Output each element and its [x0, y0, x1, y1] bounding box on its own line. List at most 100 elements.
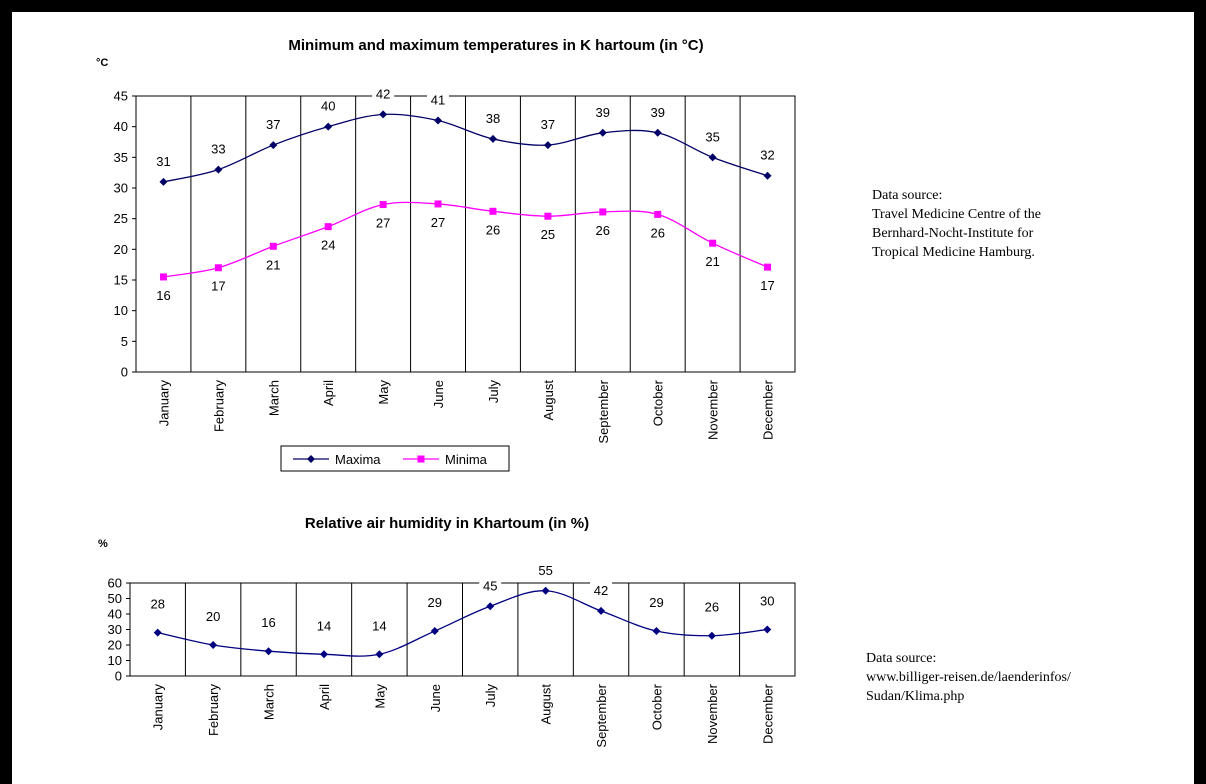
data-point — [159, 273, 167, 281]
data-label: 30 — [760, 594, 774, 609]
data-point — [763, 625, 772, 634]
label-background — [479, 577, 502, 595]
series-line — [157, 590, 768, 657]
y-tick-label: 20 — [114, 242, 128, 257]
series-line — [163, 113, 768, 183]
data-label: 40 — [321, 99, 335, 114]
y-tick-label: 40 — [114, 119, 128, 134]
humidity-source-line: www.billiger-reisen.de/laenderinfos/ — [866, 670, 1071, 685]
data-point — [543, 141, 552, 150]
data-point — [708, 153, 717, 162]
x-tick-label: April — [317, 684, 332, 710]
y-tick-label: 45 — [114, 89, 128, 104]
data-label: 21 — [266, 257, 280, 272]
chart-title: Minimum and maximum temperatures in K ha… — [288, 37, 703, 54]
temperature-data-source: Data source: Travel Medicine Centre of t… — [872, 186, 1041, 262]
label-background — [590, 581, 613, 599]
y-tick-label: 0 — [121, 365, 128, 380]
data-label: 55 — [538, 563, 552, 578]
data-point — [214, 264, 222, 272]
data-point — [488, 134, 497, 143]
chart-title: Relative air humidity in Khartoum (in %) — [305, 515, 589, 532]
data-label: 14 — [317, 618, 331, 633]
y-tick-label: 60 — [108, 576, 122, 591]
data-label: 16 — [156, 288, 170, 303]
data-label: 38 — [486, 111, 500, 126]
data-point — [434, 116, 443, 125]
data-point — [264, 647, 273, 656]
data-point — [153, 628, 162, 637]
y-tick-label: 25 — [114, 211, 128, 226]
data-point — [430, 627, 439, 636]
x-tick-label: September — [596, 379, 611, 443]
data-point — [486, 602, 495, 611]
data-label: 17 — [760, 278, 774, 293]
x-tick-label: November — [706, 379, 721, 440]
x-tick-label: February — [206, 684, 221, 737]
data-point — [598, 128, 607, 137]
data-label: 26 — [596, 223, 610, 238]
data-label: 41 — [431, 93, 445, 108]
temperature-source-line: Bernhard-Nocht-Institute for — [872, 226, 1034, 241]
y-tick-label: 50 — [108, 591, 122, 606]
data-label: 27 — [376, 216, 390, 231]
data-label: 31 — [156, 154, 170, 169]
temperature-source-line: Tropical Medicine Hamburg. — [872, 245, 1035, 260]
data-label: 21 — [705, 254, 719, 269]
x-tick-label: July — [486, 380, 501, 404]
y-tick-label: 20 — [108, 638, 122, 653]
y-tick-label: 5 — [121, 334, 128, 349]
data-point — [653, 128, 662, 137]
data-point — [379, 110, 388, 119]
x-tick-label: January — [151, 684, 166, 731]
data-point — [375, 650, 384, 659]
data-label: 42 — [376, 86, 390, 101]
x-tick-label: August — [541, 380, 556, 421]
data-label: 29 — [428, 595, 442, 610]
data-label: 27 — [431, 215, 445, 230]
data-label: 28 — [150, 597, 164, 612]
y-tick-label: 30 — [108, 622, 122, 637]
data-label: 35 — [705, 129, 719, 144]
data-point — [324, 223, 332, 231]
x-tick-label: July — [483, 684, 498, 708]
data-point — [597, 606, 606, 615]
x-tick-label: December — [760, 683, 775, 744]
x-tick-label: September — [594, 683, 609, 747]
data-point — [269, 242, 277, 250]
data-label: 24 — [321, 238, 335, 253]
x-tick-label: May — [376, 380, 391, 405]
humidity-source-line: Data source: — [866, 651, 937, 666]
data-point — [709, 239, 717, 247]
label-background — [427, 91, 450, 109]
x-tick-label: June — [428, 684, 443, 712]
x-tick-label: March — [266, 380, 281, 416]
data-point — [544, 212, 552, 220]
x-tick-label: August — [539, 684, 554, 725]
y-tick-label: 10 — [108, 653, 122, 668]
legend-marker — [417, 455, 425, 463]
legend-box — [280, 445, 510, 472]
temperature-source-line: Travel Medicine Centre of the — [872, 207, 1041, 222]
series-line — [163, 201, 768, 278]
data-point — [324, 122, 333, 131]
data-label: 26 — [486, 222, 500, 237]
y-tick-label: 0 — [115, 669, 122, 684]
data-point — [214, 165, 223, 174]
data-label: 42 — [594, 583, 608, 598]
x-tick-label: November — [705, 683, 720, 744]
y-tick-label: 40 — [108, 607, 122, 622]
data-label: 17 — [211, 279, 225, 294]
data-point — [541, 586, 550, 595]
legend-label: Maxima — [335, 452, 381, 467]
label-background — [534, 561, 557, 579]
data-point — [489, 207, 497, 215]
y-tick-label: 30 — [114, 181, 128, 196]
data-label: 29 — [649, 595, 663, 610]
data-label: 20 — [206, 609, 220, 624]
legend-label: Minima — [445, 452, 488, 467]
temperature-source-line: Data source: — [872, 188, 943, 203]
data-label: 25 — [541, 227, 555, 242]
data-point — [379, 201, 387, 209]
x-tick-label: February — [211, 380, 226, 433]
